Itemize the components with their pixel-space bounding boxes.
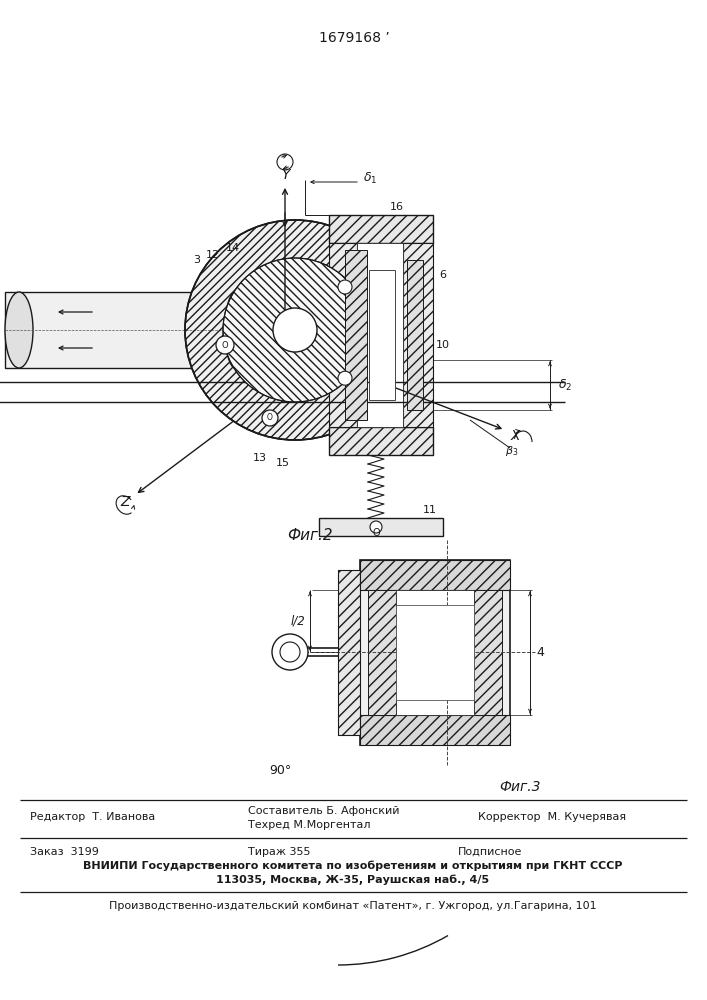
Bar <box>474 590 502 715</box>
Bar <box>338 570 360 735</box>
Text: ВНИИПИ Государственного комитета по изобретениям и открытиям при ГКНТ СССР: ВНИИПИ Государственного комитета по изоб… <box>83 861 623 871</box>
Text: 4: 4 <box>536 646 544 659</box>
Text: 90°: 90° <box>269 764 291 776</box>
Circle shape <box>223 258 367 402</box>
Text: $\delta_1$: $\delta_1$ <box>363 170 378 186</box>
Circle shape <box>338 280 352 294</box>
Text: Составитель Б. Афонский: Составитель Б. Афонский <box>248 806 399 816</box>
Text: $\delta_2$: $\delta_2$ <box>558 377 572 393</box>
Text: 15: 15 <box>276 458 290 468</box>
Bar <box>396 605 474 700</box>
Bar <box>360 560 510 590</box>
Text: 11: 11 <box>423 505 437 515</box>
Circle shape <box>338 371 352 385</box>
Bar <box>360 560 510 745</box>
Bar <box>319 518 443 536</box>
Bar <box>403 243 433 427</box>
Text: 6: 6 <box>440 270 447 280</box>
Bar <box>369 270 395 400</box>
Text: X: X <box>510 429 520 443</box>
Text: Техред М.Моргентал: Техред М.Моргентал <box>248 820 370 830</box>
Text: 1679168 ʼ: 1679168 ʼ <box>319 31 390 45</box>
Circle shape <box>185 220 405 440</box>
Text: Производственно-издательский комбинат «Патент», г. Ужгород, ул.Гагарина, 101: Производственно-издательский комбинат «П… <box>109 901 597 911</box>
Circle shape <box>272 634 308 670</box>
Bar <box>329 427 433 455</box>
Bar <box>396 590 474 715</box>
Text: 13: 13 <box>253 453 267 463</box>
Text: 16: 16 <box>390 202 404 212</box>
Text: Фиг.2: Фиг.2 <box>287 528 333 542</box>
Text: Подписное: Подписное <box>458 847 522 857</box>
Bar <box>338 570 360 735</box>
Text: Фиг.3: Фиг.3 <box>499 780 541 794</box>
Ellipse shape <box>5 292 33 368</box>
Text: O: O <box>267 414 273 422</box>
Text: Редактор  Т. Иванова: Редактор Т. Иванова <box>30 812 156 822</box>
Circle shape <box>262 410 278 426</box>
Text: Z: Z <box>120 495 130 509</box>
Bar <box>329 215 433 243</box>
Text: Тираж 355: Тираж 355 <box>248 847 310 857</box>
Text: Y: Y <box>281 168 289 182</box>
Bar <box>357 243 403 427</box>
Circle shape <box>280 642 300 662</box>
Circle shape <box>370 521 382 533</box>
Text: 12: 12 <box>206 250 220 260</box>
Text: 113035, Москва, Ж-35, Раушская наб., 4/5: 113035, Москва, Ж-35, Раушская наб., 4/5 <box>216 875 489 885</box>
Circle shape <box>277 154 293 170</box>
Text: O: O <box>372 528 380 538</box>
Bar <box>407 260 423 410</box>
Text: 3: 3 <box>194 255 201 265</box>
Text: 14: 14 <box>226 243 240 253</box>
Circle shape <box>273 308 317 352</box>
Text: Корректор  М. Кучерявая: Корректор М. Кучерявая <box>478 812 626 822</box>
Bar <box>329 243 357 427</box>
Bar <box>345 250 367 420</box>
Text: Заказ  3199: Заказ 3199 <box>30 847 99 857</box>
Bar <box>368 590 396 715</box>
Circle shape <box>216 336 234 354</box>
Bar <box>5 292 235 368</box>
Text: l/2: l/2 <box>291 614 305 628</box>
Bar <box>360 715 510 745</box>
Text: $\beta_3$: $\beta_3$ <box>506 444 519 458</box>
Ellipse shape <box>225 292 245 368</box>
Text: 10: 10 <box>436 340 450 350</box>
Text: O: O <box>222 340 228 350</box>
